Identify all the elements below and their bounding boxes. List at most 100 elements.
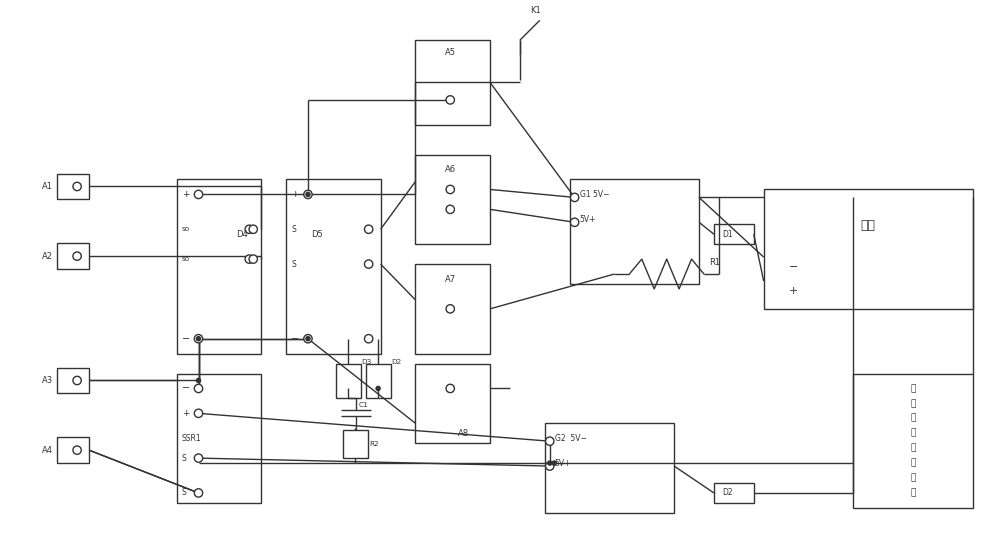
Text: so: so	[182, 226, 190, 232]
Circle shape	[304, 334, 312, 343]
Bar	[57, 368, 89, 394]
Circle shape	[446, 384, 454, 392]
Text: 温: 温	[910, 458, 916, 467]
Circle shape	[364, 334, 373, 343]
Bar	[286, 179, 381, 354]
Bar	[343, 430, 368, 458]
Circle shape	[305, 336, 311, 342]
Text: 数: 数	[910, 429, 916, 438]
Text: D4: D4	[236, 230, 248, 239]
Circle shape	[194, 384, 203, 392]
Text: K1: K1	[530, 6, 541, 15]
Text: A4: A4	[42, 446, 53, 454]
Circle shape	[73, 182, 81, 191]
Bar	[570, 179, 699, 284]
Text: D1: D1	[722, 230, 733, 239]
Circle shape	[446, 185, 454, 193]
Text: A6: A6	[445, 165, 456, 174]
Circle shape	[194, 190, 203, 198]
Circle shape	[194, 334, 203, 343]
Text: −: −	[182, 383, 190, 394]
Text: SSR1: SSR1	[182, 434, 201, 443]
Circle shape	[446, 205, 454, 214]
Text: 字: 字	[910, 444, 916, 453]
Bar	[336, 363, 361, 399]
Text: 电池: 电池	[861, 219, 876, 232]
Text: A7: A7	[445, 274, 456, 283]
Circle shape	[546, 437, 554, 446]
Bar	[545, 423, 674, 513]
Text: A2: A2	[42, 252, 53, 260]
Text: A8: A8	[458, 429, 469, 438]
Text: S: S	[291, 225, 296, 234]
Text: 5V+: 5V+	[580, 215, 596, 224]
Circle shape	[194, 454, 203, 462]
Circle shape	[196, 336, 201, 342]
Circle shape	[73, 252, 81, 260]
Circle shape	[194, 489, 203, 497]
Text: +: +	[291, 190, 299, 199]
Bar	[764, 190, 973, 309]
Bar	[177, 179, 261, 354]
Text: 5V+: 5V+	[555, 458, 571, 467]
Bar	[57, 173, 89, 200]
Circle shape	[305, 192, 311, 197]
Bar	[57, 243, 89, 269]
Text: S: S	[291, 259, 296, 268]
Bar	[415, 40, 490, 125]
Bar	[714, 483, 754, 503]
Circle shape	[446, 96, 454, 104]
Circle shape	[245, 225, 253, 234]
Text: S: S	[182, 453, 186, 463]
Text: +: +	[182, 409, 189, 418]
Circle shape	[375, 386, 381, 391]
Circle shape	[446, 305, 454, 313]
Text: −: −	[789, 262, 798, 272]
Circle shape	[551, 460, 557, 466]
Text: +: +	[789, 286, 798, 296]
Text: so: so	[182, 256, 190, 262]
Bar	[415, 363, 490, 443]
Text: D5: D5	[311, 230, 323, 239]
Circle shape	[570, 218, 579, 226]
Text: 控: 控	[910, 473, 916, 482]
Circle shape	[364, 225, 373, 234]
Circle shape	[547, 460, 553, 466]
Text: −: −	[291, 334, 299, 344]
Circle shape	[570, 193, 579, 202]
Circle shape	[245, 255, 253, 263]
Text: D3: D3	[362, 358, 372, 364]
Circle shape	[546, 462, 554, 470]
Bar	[853, 373, 973, 508]
Circle shape	[73, 446, 81, 454]
Circle shape	[249, 225, 257, 234]
Text: C1: C1	[359, 402, 368, 409]
Text: D2: D2	[392, 358, 402, 364]
Text: A5: A5	[445, 48, 456, 56]
Bar	[415, 264, 490, 354]
Circle shape	[194, 409, 203, 418]
Bar	[57, 437, 89, 463]
Bar	[415, 155, 490, 244]
Text: 电: 电	[910, 399, 916, 408]
Circle shape	[73, 376, 81, 385]
Text: A3: A3	[42, 376, 53, 385]
Text: +: +	[182, 190, 189, 199]
Text: 脑: 脑	[910, 414, 916, 423]
Circle shape	[249, 255, 257, 263]
Text: G2  5V−: G2 5V−	[555, 434, 587, 443]
Bar	[366, 363, 391, 399]
Text: D2: D2	[722, 489, 733, 498]
Text: G1 5V−: G1 5V−	[580, 190, 609, 199]
Text: 器: 器	[910, 489, 916, 498]
Text: S: S	[182, 489, 186, 498]
Text: 微: 微	[910, 384, 916, 393]
Bar	[714, 224, 754, 244]
Text: R2: R2	[370, 441, 379, 447]
Bar	[177, 373, 261, 503]
Text: −: −	[182, 334, 190, 344]
Circle shape	[364, 260, 373, 268]
Text: R1: R1	[709, 258, 720, 267]
Text: A1: A1	[42, 182, 53, 191]
Circle shape	[196, 378, 201, 383]
